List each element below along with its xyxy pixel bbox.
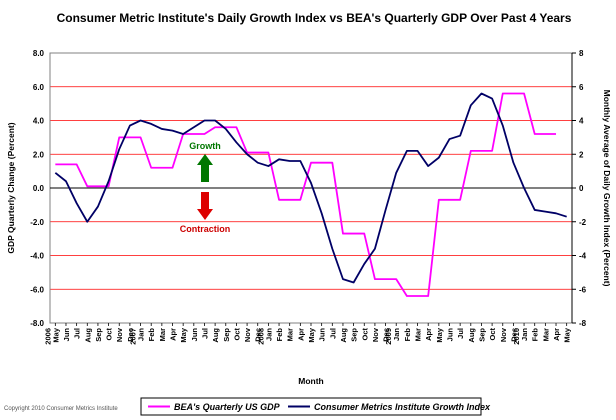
x-tick-label: Aug xyxy=(83,328,92,343)
x-tick-label: Apr xyxy=(296,328,305,341)
x-tick-label: Jul xyxy=(200,328,209,339)
left-axis-title: GDP Quarterly Change (Percent) xyxy=(6,122,16,253)
left-tick-label: -4.0 xyxy=(30,252,44,261)
x-tick-label: May xyxy=(51,327,60,342)
left-tick-label: 0.0 xyxy=(33,184,45,193)
right-axis-ticks: 8 6 4 2 0 -2 -4 -6 -8 xyxy=(572,49,587,328)
x-tick-label: Jul xyxy=(456,328,465,339)
x-tick-label: May xyxy=(435,327,444,342)
right-axis-title: Monthly Average of Daily Growth Index (P… xyxy=(602,90,612,287)
x-tick-label: Apr xyxy=(424,328,433,341)
right-tick-label: -8 xyxy=(579,319,587,328)
copyright-text: Copyright 2010 Consumer Metrics Institut… xyxy=(4,406,118,412)
x-tick-label: Jan xyxy=(392,328,401,341)
left-tick-label: 6.0 xyxy=(33,83,45,92)
x-tick-label: Dec xyxy=(509,328,518,342)
x-tick-label: Jan xyxy=(264,328,273,341)
right-tick-label: -2 xyxy=(579,218,587,227)
right-tick-label: 2 xyxy=(579,150,584,159)
annotations: Growth Contraction xyxy=(180,141,231,234)
x-tick-label: Mar xyxy=(414,328,423,341)
legend-box xyxy=(140,397,482,416)
left-tick-label: 4.0 xyxy=(33,117,45,126)
x-axis-title: Month xyxy=(298,376,324,386)
x-tick-label: Feb xyxy=(275,328,284,342)
x-tick-label: Jul xyxy=(328,328,337,339)
x-tick-label: Aug xyxy=(211,328,220,343)
series-lines xyxy=(54,92,567,297)
x-tick-label: Jun xyxy=(445,328,454,342)
x-tick-label: Jun xyxy=(318,328,327,342)
x-tick-label: May xyxy=(563,327,572,342)
series-line-growth-index xyxy=(54,92,567,284)
left-tick-label: -8.0 xyxy=(30,319,44,328)
x-tick-label: Nov xyxy=(499,327,508,342)
legend-label-growth-index: Consumer Metrics Institute Growth Index xyxy=(314,402,491,412)
contraction-label: Contraction xyxy=(180,224,231,234)
growth-arrow-icon xyxy=(197,154,213,182)
x-tick-label: Sep xyxy=(350,328,359,342)
contraction-arrow-icon xyxy=(197,192,213,220)
x-tick-label: Oct xyxy=(232,328,241,341)
growth-label: Growth xyxy=(189,141,221,151)
x-tick-label: Sep xyxy=(94,328,103,342)
x-tick-label: Dec xyxy=(382,328,391,342)
x-tick-label: Aug xyxy=(467,328,476,343)
x-tick-label: Apr xyxy=(552,328,561,341)
x-tick-label: Sep xyxy=(477,328,486,342)
left-tick-label: 2.0 xyxy=(33,150,45,159)
x-tick-label: Aug xyxy=(339,328,348,343)
right-tick-label: 4 xyxy=(579,117,584,126)
x-tick-label: Oct xyxy=(105,328,114,341)
right-tick-label: -4 xyxy=(579,252,587,261)
x-tick-label: Jul xyxy=(73,328,82,339)
x-tick-label: Oct xyxy=(360,328,369,341)
x-tick-label: Sep xyxy=(222,328,231,342)
right-tick-label: 8 xyxy=(579,49,584,58)
x-tick-label: Mar xyxy=(158,328,167,341)
legend-label-gdp: BEA's Quarterly US GDP xyxy=(174,402,281,412)
series-line-gdp xyxy=(55,92,557,297)
x-year-label: 2008 xyxy=(256,328,265,345)
x-tick-label: Nov xyxy=(115,327,124,342)
x-tick-label: Oct xyxy=(488,328,497,341)
left-tick-label: -2.0 xyxy=(30,218,44,227)
x-tick-label: Dec xyxy=(126,328,135,342)
left-tick-label: 8.0 xyxy=(33,49,45,58)
legend: BEA's Quarterly US GDP Consumer Metrics … xyxy=(140,397,491,416)
x-year-label: 2009 xyxy=(384,328,393,345)
left-tick-label: -6.0 xyxy=(30,285,44,294)
x-tick-label: Jan xyxy=(520,328,529,341)
x-tick-label: Jan xyxy=(137,328,146,341)
x-year-label: 2007 xyxy=(129,328,138,345)
x-tick-label: Feb xyxy=(147,328,156,342)
x-tick-label: Feb xyxy=(531,328,540,342)
left-axis-ticks: 8.0 6.0 4.0 2.0 0.0 -2.0 -4.0 -6.0 -8.0 xyxy=(30,49,44,328)
right-tick-label: 0 xyxy=(579,184,584,193)
x-year-label: 2006 xyxy=(43,328,52,345)
x-tick-label: Jun xyxy=(62,328,71,342)
x-year-label: 2010 xyxy=(512,328,521,345)
x-tick-label: Dec xyxy=(254,328,263,342)
gridlines xyxy=(50,52,572,290)
x-tick-label: May xyxy=(179,327,188,342)
chart-title: Consumer Metric Institute's Daily Growth… xyxy=(57,11,572,25)
x-tick-label: Nov xyxy=(371,327,380,342)
x-tick-label: Apr xyxy=(169,328,178,341)
x-tick-label: May xyxy=(307,327,316,342)
x-tick-label: Feb xyxy=(403,328,412,342)
x-tick-label: Mar xyxy=(541,328,550,341)
x-tick-label: Jun xyxy=(190,328,199,342)
x-tick-label: Nov xyxy=(243,327,252,342)
right-tick-label: -6 xyxy=(579,285,587,294)
right-tick-label: 6 xyxy=(579,83,584,92)
x-tick-label: Mar xyxy=(286,328,295,341)
